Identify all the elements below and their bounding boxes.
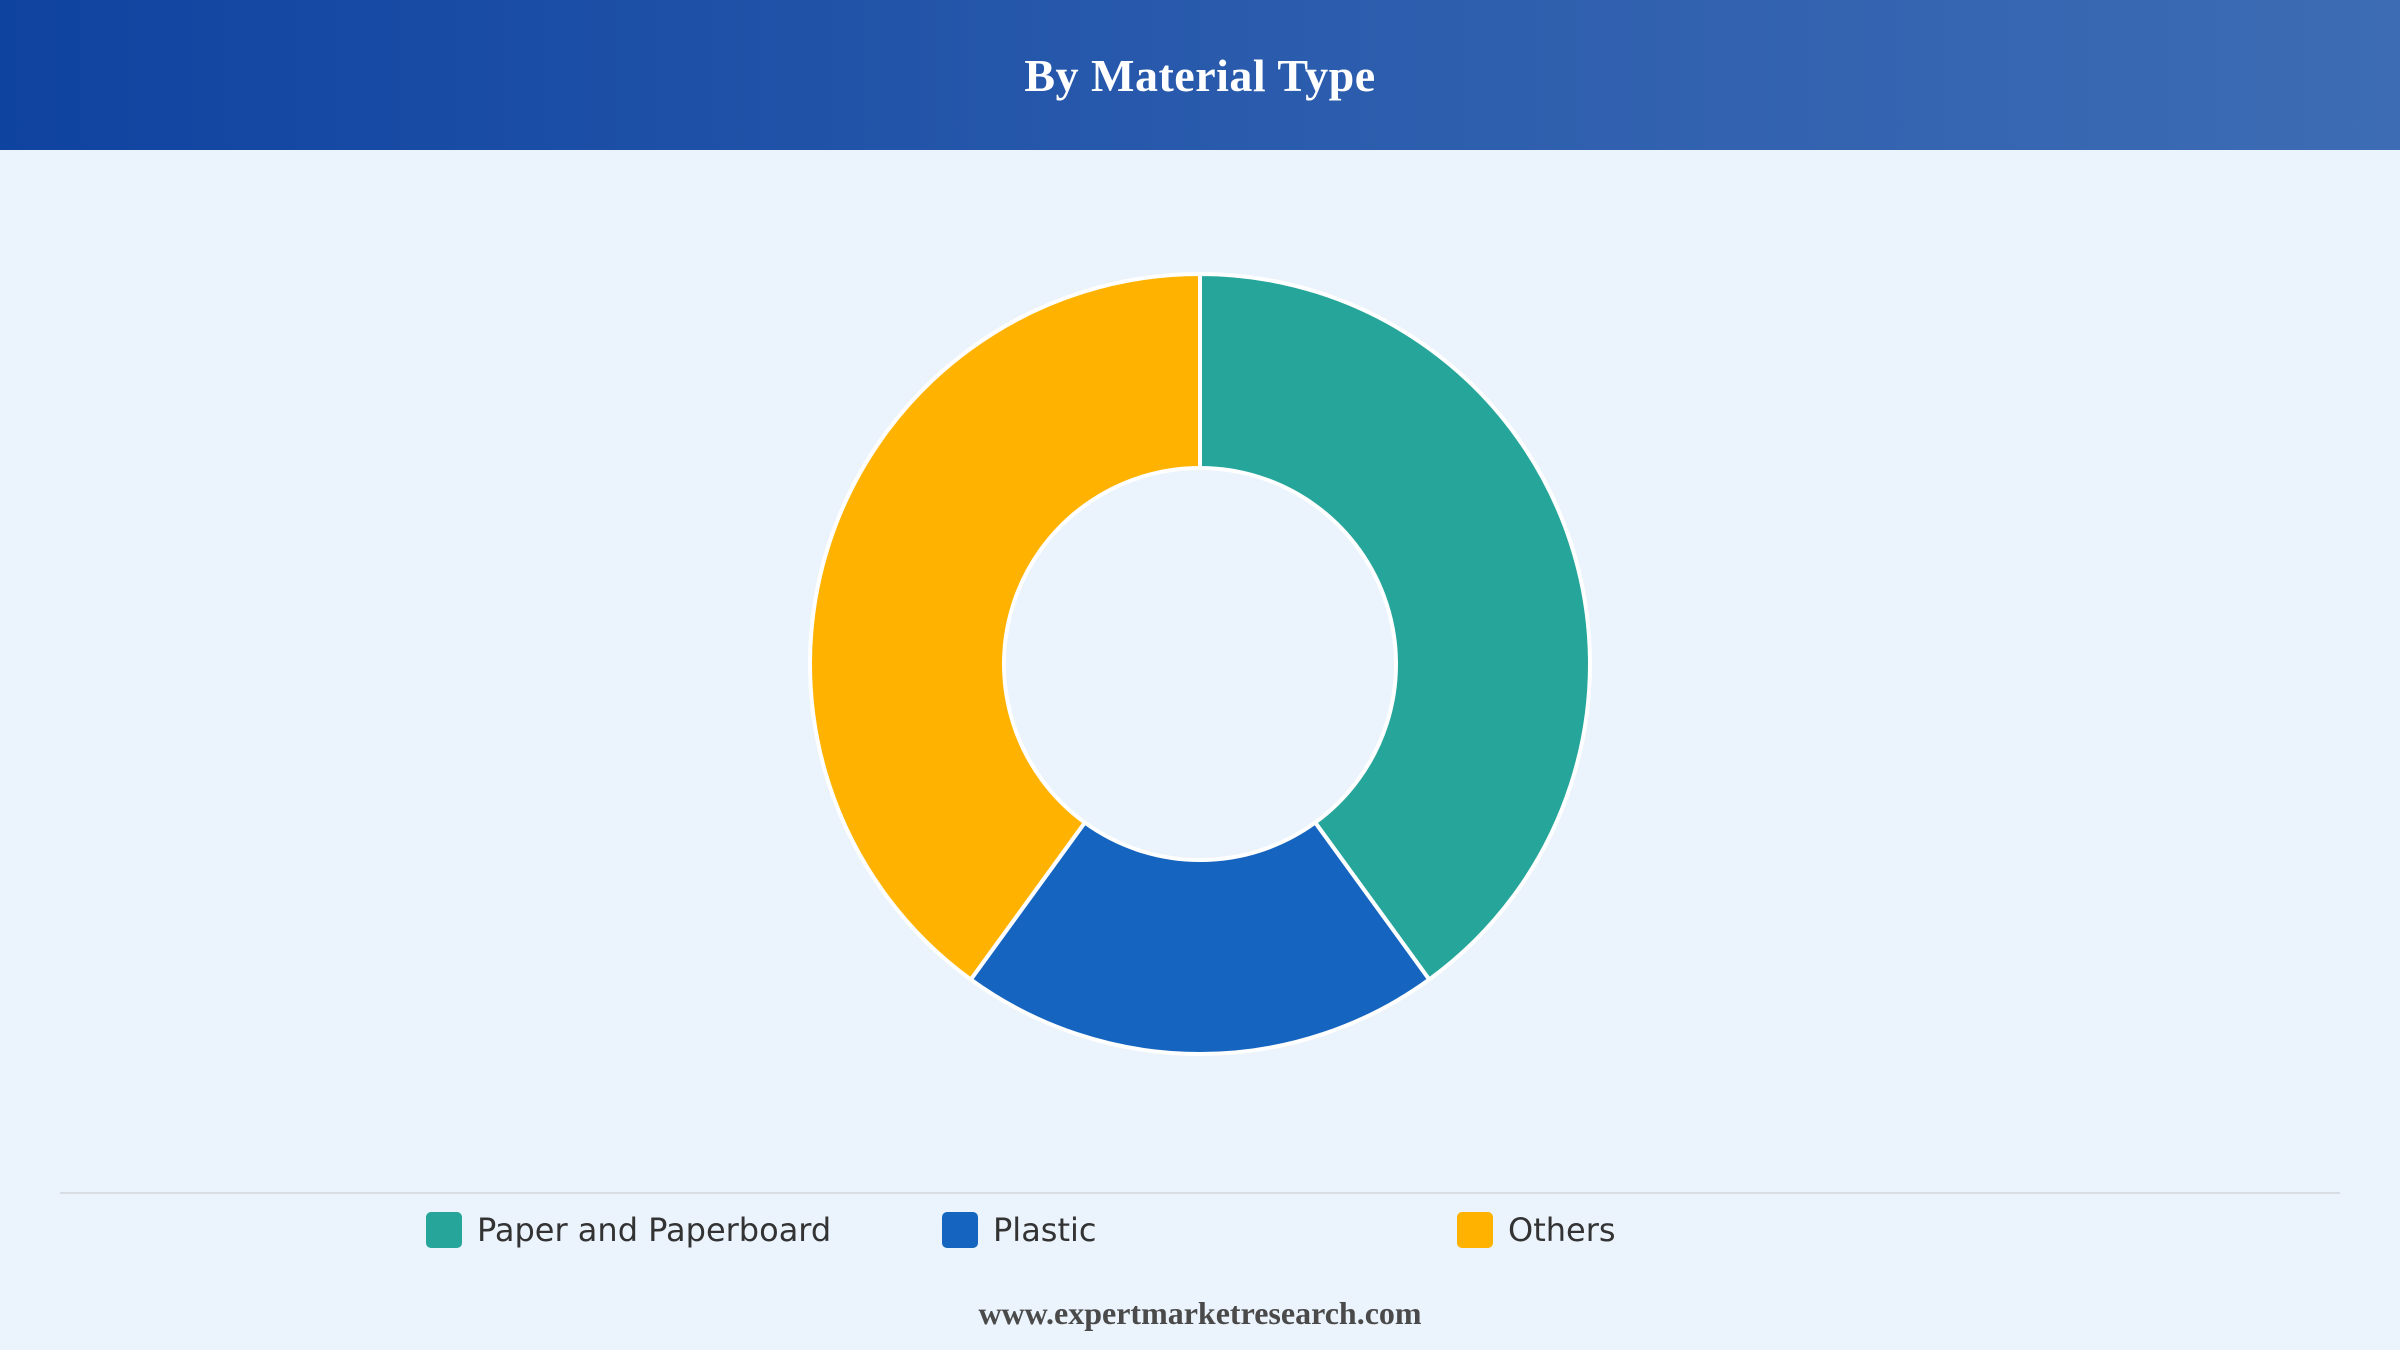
donut-slice-others[interactable] bbox=[808, 271, 1202, 983]
legend-label: Plastic bbox=[993, 1211, 1097, 1249]
donut-chart bbox=[808, 271, 1592, 1057]
legend-item-paper-and-paperboard[interactable]: Paper and Paperboard bbox=[426, 1205, 831, 1255]
legend-swatch-others bbox=[1457, 1212, 1493, 1248]
header-banner: By Material Type bbox=[0, 0, 2400, 150]
legend-item-plastic[interactable]: Plastic bbox=[942, 1205, 1097, 1255]
legend-item-others[interactable]: Others bbox=[1457, 1205, 1616, 1255]
donut-chart-area bbox=[0, 150, 2400, 1190]
source-footer[interactable]: www.expertmarketresearch.com bbox=[978, 1295, 1422, 1331]
donut-slice-plastic[interactable] bbox=[967, 819, 1433, 1057]
legend-swatch-paper bbox=[426, 1212, 462, 1248]
legend-swatch-plastic bbox=[942, 1212, 978, 1248]
chart-title: By Material Type bbox=[1024, 49, 1376, 101]
legend-label: Paper and Paperboard bbox=[477, 1211, 832, 1249]
donut-slice-paper-and-paperboard[interactable] bbox=[1198, 271, 1592, 983]
legend-label: Others bbox=[1508, 1211, 1616, 1249]
chart-legend: Paper and Paperboard Plastic Others bbox=[0, 1205, 2400, 1255]
legend-divider bbox=[60, 1192, 2340, 1194]
